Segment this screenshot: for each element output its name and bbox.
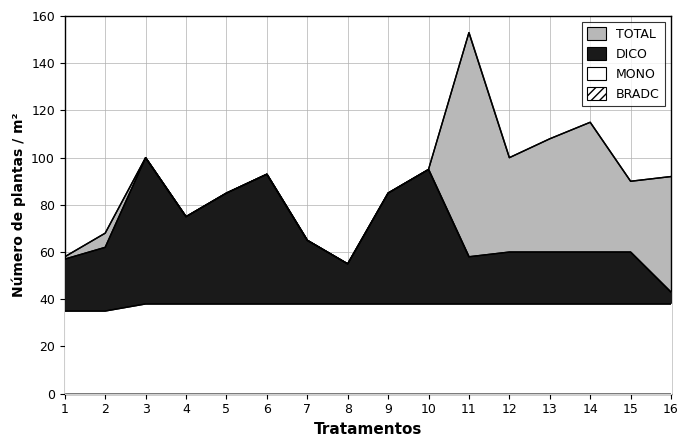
Legend: TOTAL, DICO, MONO, BRADC: TOTAL, DICO, MONO, BRADC xyxy=(582,22,664,106)
Y-axis label: Número de plantas / m²: Número de plantas / m² xyxy=(11,112,26,297)
X-axis label: Tratamentos: Tratamentos xyxy=(314,422,422,437)
